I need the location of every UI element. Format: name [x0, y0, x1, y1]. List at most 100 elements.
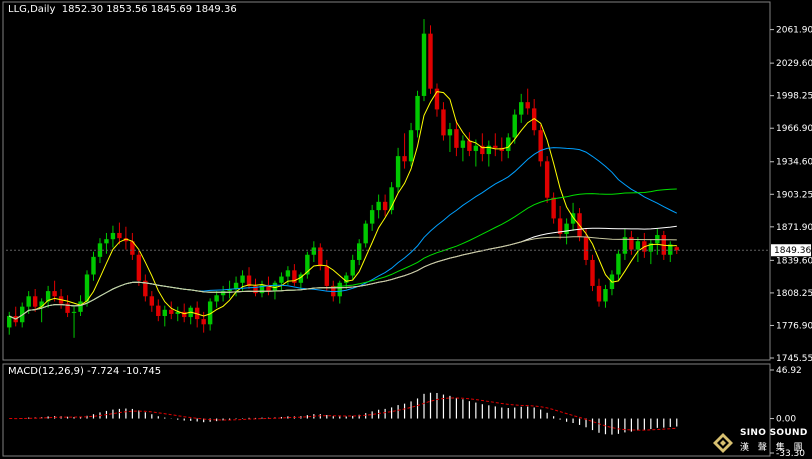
last-price-label: 1849.36: [774, 246, 811, 256]
candle-body: [285, 270, 291, 277]
macd-tick-label: 0.00: [776, 415, 796, 425]
macd-values: -7.724 -10.745: [87, 366, 162, 377]
moving-average-line: [8, 236, 677, 320]
candle-body: [473, 145, 479, 151]
candle-body: [110, 232, 116, 240]
candle-body: [648, 243, 654, 252]
candle-body: [434, 88, 440, 110]
candle-body: [201, 319, 206, 325]
candle-body: [331, 285, 336, 297]
candle-body: [91, 256, 96, 275]
candle-body: [480, 145, 485, 155]
watermark-brand: SINO SOUND: [740, 428, 808, 438]
diamond-logo-icon: [713, 433, 733, 453]
macd-signal-line: [9, 397, 677, 431]
candle-body: [149, 296, 155, 306]
candle-body: [493, 145, 498, 148]
price-tick-label: 1998.25: [776, 92, 812, 102]
candle-body: [538, 130, 543, 162]
candle-body: [557, 218, 563, 234]
candle-body: [350, 259, 355, 276]
candle-body: [7, 316, 12, 328]
candle-body: [441, 109, 446, 136]
candle-body: [525, 102, 530, 109]
candle-body: [156, 305, 161, 317]
watermark-chinese: 漢 聲 集 團: [740, 443, 806, 453]
sino-sound-watermark: SINO SOUND 漢 聲 集 團: [712, 428, 808, 456]
candle-body: [259, 284, 265, 294]
candle-body: [233, 282, 239, 290]
candle-body: [272, 282, 278, 292]
price-tick-label: 1808.25: [776, 289, 812, 299]
candle-body: [402, 156, 407, 162]
price-frame: [2, 1, 771, 361]
candle-body: [629, 237, 634, 250]
candle-body: [39, 301, 44, 307]
candle-body: [207, 301, 213, 325]
candle-body: [130, 241, 135, 255]
candle-body: [616, 253, 621, 275]
candle-body: [71, 311, 77, 313]
price-pane[interactable]: [7, 19, 679, 338]
candle-body: [357, 243, 362, 260]
candle-body: [363, 223, 368, 244]
candle-body: [65, 303, 70, 313]
candle-body: [551, 197, 556, 219]
candle-body: [220, 291, 226, 296]
moving-average-line: [8, 225, 677, 320]
candle-body: [175, 311, 180, 314]
candle-body: [292, 270, 297, 283]
candle-body: [531, 108, 537, 131]
moving-average-line: [8, 147, 678, 320]
candle-body: [305, 254, 310, 275]
candle-body: [78, 301, 83, 312]
candle-body: [544, 161, 550, 198]
candle-body: [311, 247, 317, 255]
candle-body: [570, 213, 576, 224]
candle-body: [344, 275, 349, 283]
candle-body: [389, 187, 394, 211]
candle-body: [324, 266, 329, 286]
price-tick-label: 1934.60: [776, 158, 812, 168]
candle-body: [622, 237, 628, 254]
candle-body: [674, 247, 679, 251]
candle-body: [169, 309, 174, 314]
candle-body: [84, 274, 90, 302]
candle-body: [486, 145, 492, 155]
candle-body: [428, 33, 433, 89]
candle-body: [460, 140, 466, 148]
macd-frame: [2, 363, 771, 457]
candle-body: [117, 232, 122, 239]
macd-tick-label: 46.92: [776, 366, 802, 376]
macd-header: MACD(12,26,9) -7.724 -10.745: [8, 366, 161, 377]
candle-body: [26, 296, 31, 307]
price-tick-label: 1776.90: [776, 321, 812, 331]
candle-body: [227, 289, 232, 292]
candle-body: [246, 275, 252, 286]
candle-body: [104, 239, 109, 244]
candle-body: [52, 291, 57, 297]
candle-body: [408, 130, 414, 162]
candle-body: [447, 129, 453, 136]
candle-body: [45, 291, 51, 302]
candle-body: [564, 223, 569, 234]
moving-average-line: [8, 91, 677, 320]
candle-body: [376, 201, 381, 211]
ohlc-readout: 1852.30 1853.56 1845.69 1849.36: [61, 4, 237, 15]
candle-body: [266, 284, 271, 292]
chart-frame: [2, 1, 771, 457]
candle-body: [635, 241, 641, 250]
price-tick-label: 1839.60: [776, 256, 812, 266]
candle-body: [162, 309, 167, 317]
candle-body: [182, 311, 187, 318]
candle-body: [123, 238, 129, 242]
macd-pane[interactable]: [9, 392, 678, 435]
candle-body: [337, 282, 342, 297]
price-axis: 2061.90 2029.60 1998.25 1966.90 1934.60 1903.…: [6, 26, 812, 459]
macd-tick-label: -33.30: [776, 449, 805, 459]
candle-body: [279, 276, 284, 283]
candle-body: [590, 259, 595, 286]
price-tick-label: 1966.90: [776, 124, 812, 134]
candle-body: [467, 140, 472, 151]
chart-header: LLG,Daily 1852.30 1853.56 1845.69 1849.3…: [8, 4, 237, 15]
